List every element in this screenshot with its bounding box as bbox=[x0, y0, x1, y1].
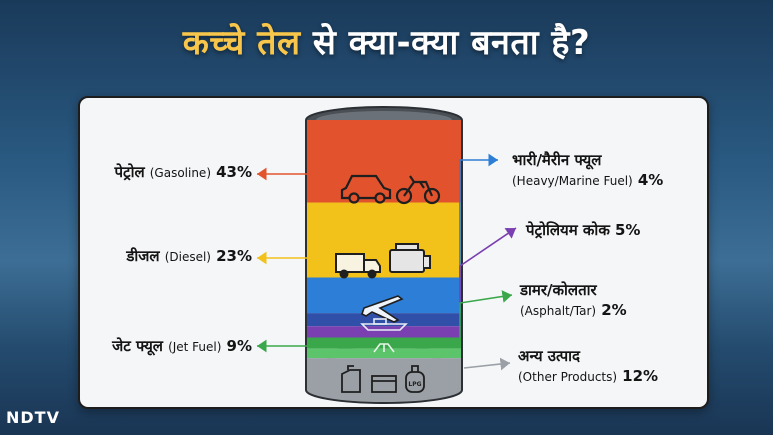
gas-cylinder-icon bbox=[405, 365, 425, 393]
title-highlight: कच्चे तेल bbox=[182, 23, 301, 63]
band-other bbox=[306, 358, 462, 390]
infographic-card: LPG पेट्रोल (Gasoline) 43% डीजल (Diesel)… bbox=[78, 96, 709, 409]
page-title: कच्चे तेल से क्या-क्या बनता है? bbox=[0, 18, 773, 64]
title-rest: से क्या-क्या बनता है? bbox=[300, 23, 591, 63]
arrow-other bbox=[463, 357, 511, 371]
barrel-bottom-fill bbox=[306, 390, 462, 403]
band-asphalt2 bbox=[306, 348, 462, 359]
band-coke bbox=[306, 326, 462, 338]
box-icon bbox=[371, 375, 397, 393]
label-coke-hi: पेट्रोलियम कोक bbox=[526, 221, 610, 239]
label-other-en: (Other Products) bbox=[518, 370, 618, 384]
arrow-coke bbox=[459, 227, 517, 308]
band-asphalt bbox=[306, 337, 462, 349]
car-icon bbox=[340, 174, 392, 204]
label-gasoline-hi: पेट्रोल bbox=[114, 163, 145, 181]
road-icon bbox=[373, 343, 395, 353]
band-diesel bbox=[306, 202, 462, 278]
label-jet-hi: जेट फ्यूल bbox=[112, 337, 163, 355]
label-other-hi: अन्य उत्पाद bbox=[518, 347, 580, 365]
label-diesel: डीजल (Diesel) 23% bbox=[126, 246, 252, 266]
barrel-bottom-rim bbox=[305, 389, 463, 404]
label-other-pct: 12% bbox=[622, 367, 659, 385]
label-diesel-en: (Diesel) bbox=[164, 250, 211, 264]
label-gasoline-en: (Gasoline) bbox=[149, 166, 211, 180]
arrow-marine bbox=[459, 153, 498, 278]
barrel-bands bbox=[305, 120, 463, 404]
label-asphalt-hi: डामर/कोलतार bbox=[520, 281, 597, 299]
barrel-chart: LPG bbox=[257, 106, 517, 404]
barrel-outline bbox=[305, 120, 463, 390]
ndtv-logo: NDTV bbox=[6, 408, 60, 427]
jerrycan-icon bbox=[341, 365, 361, 393]
label-diesel-pct: 23% bbox=[216, 247, 252, 265]
lpg-icon-label: LPG bbox=[408, 381, 421, 388]
label-marine-hi: भारी/मैरीन फ्यूल bbox=[512, 151, 602, 169]
label-jet: जेट फ्यूल (Jet Fuel) 9% bbox=[112, 336, 252, 356]
band-gasoline bbox=[306, 120, 462, 203]
label-asphalt-pct: 2% bbox=[601, 301, 627, 319]
airplane-icon bbox=[361, 295, 404, 323]
label-marine: भारी/मैरीन फ्यूल (Heavy/Marine Fuel) 4% bbox=[512, 150, 663, 189]
label-marine-en: (Heavy/Marine Fuel) bbox=[512, 174, 633, 188]
label-gasoline: पेट्रोल (Gasoline) 43% bbox=[115, 162, 253, 182]
label-coke-pct: 5% bbox=[614, 221, 641, 239]
band-jet bbox=[306, 277, 462, 314]
leader-arrows bbox=[257, 153, 517, 371]
label-jet-pct: 9% bbox=[226, 337, 252, 355]
label-asphalt: डामर/कोलतार (Asphalt/Tar) 2% bbox=[520, 280, 627, 319]
label-other: अन्य उत्पाद (Other Products) 12% bbox=[518, 346, 658, 385]
label-gasoline-pct: 43% bbox=[216, 163, 252, 181]
label-coke: पेट्रोलियम कोक 5% bbox=[526, 220, 640, 240]
arrow-asphalt bbox=[459, 290, 513, 338]
motorcycle-icon bbox=[395, 175, 441, 205]
label-jet-en: (Jet Fuel) bbox=[168, 340, 222, 354]
ship-icon bbox=[360, 318, 408, 331]
engine-icon bbox=[389, 243, 431, 273]
label-marine-pct: 4% bbox=[637, 171, 664, 189]
label-asphalt-en: (Asphalt/Tar) bbox=[520, 304, 597, 318]
truck-icon bbox=[335, 253, 381, 279]
label-diesel-hi: डीजल bbox=[126, 247, 160, 265]
